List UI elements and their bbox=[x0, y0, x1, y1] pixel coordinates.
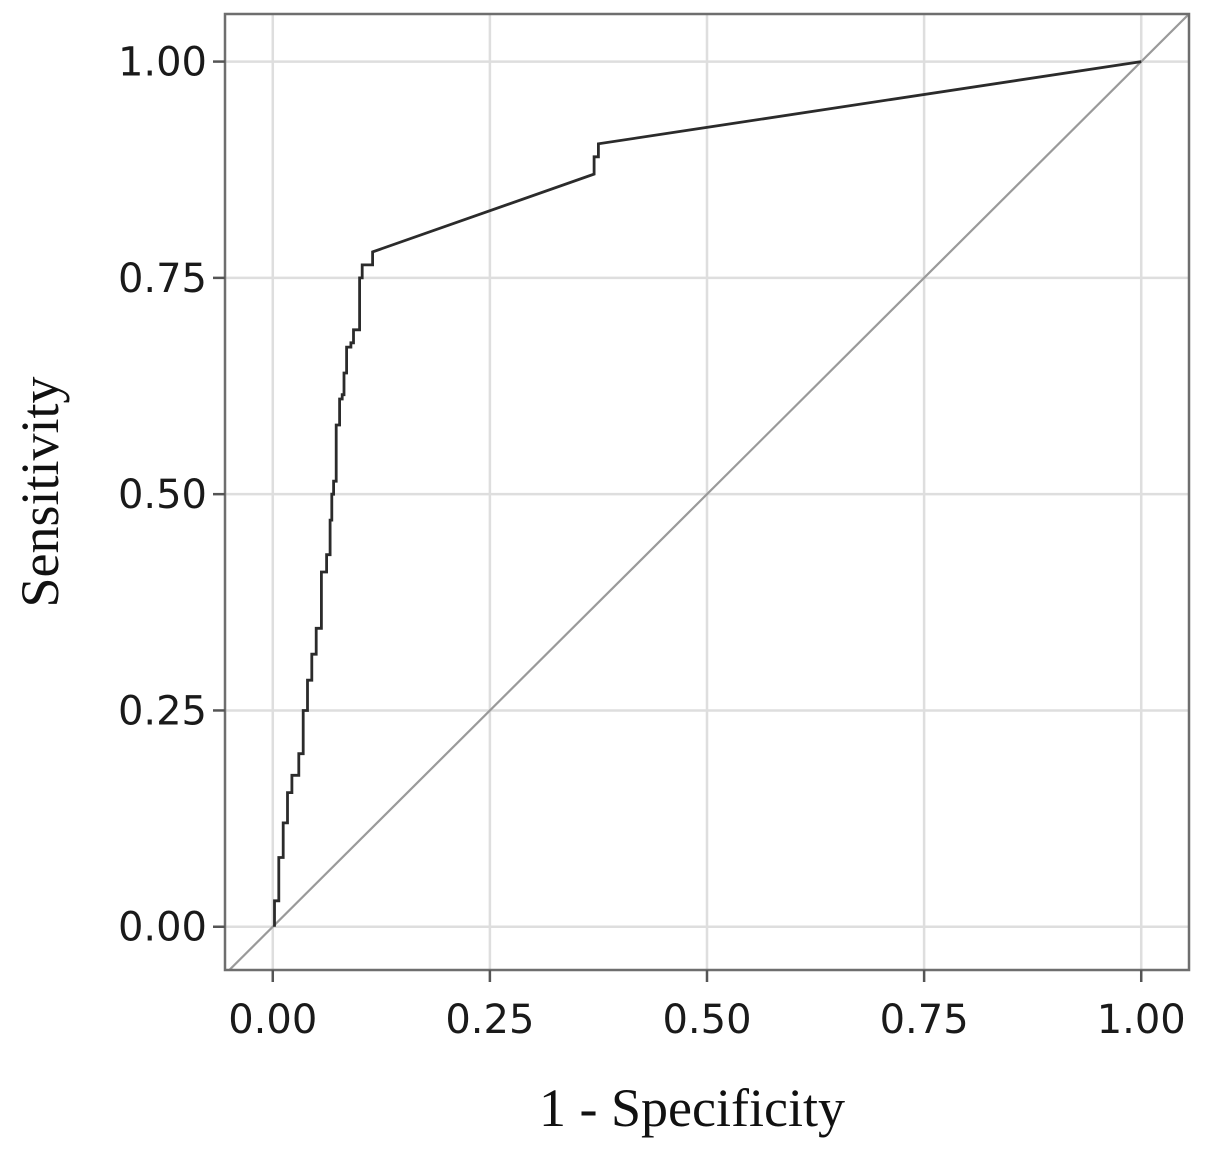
x-tick-label: 0.50 bbox=[662, 997, 751, 1043]
y-axis-title: Sensitivity bbox=[10, 376, 70, 607]
reference-diagonal-line bbox=[227, 14, 1189, 970]
series-lines bbox=[227, 14, 1189, 970]
x-tick-label: 0.25 bbox=[445, 997, 534, 1043]
x-tick-label: 0.75 bbox=[880, 997, 969, 1043]
grid bbox=[225, 14, 1189, 970]
axis-ticks: 0.00 0.25 0.50 0.75 1.00 0.00 0.25 0.50 0.75 1.00 bbox=[118, 40, 1186, 1043]
x-tick-label: 1.00 bbox=[1097, 997, 1186, 1043]
y-tick-label: 0.25 bbox=[118, 688, 207, 734]
y-tick-label: 1.00 bbox=[118, 40, 207, 86]
x-axis-title: 1 - Specificity bbox=[539, 1078, 845, 1138]
y-tick-label: 0.50 bbox=[118, 472, 207, 518]
roc-curve-line bbox=[273, 60, 1142, 927]
x-tick-label: 0.00 bbox=[228, 997, 317, 1043]
y-tick-label: 0.75 bbox=[118, 256, 207, 302]
y-tick-label: 0.00 bbox=[118, 905, 207, 951]
